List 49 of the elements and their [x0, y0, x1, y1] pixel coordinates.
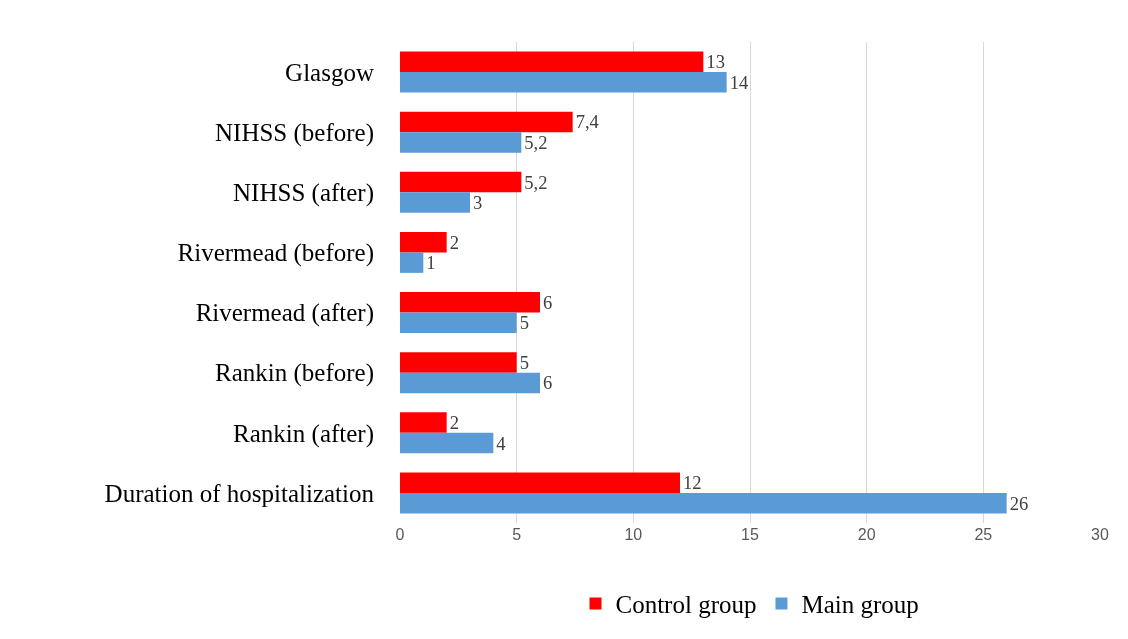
y-tick-label: Glasgow	[285, 58, 374, 86]
data-label: 26	[1009, 492, 1029, 514]
y-tick-label: NIHSS (after)	[233, 179, 374, 208]
y-tick-label: Rivermead (after)	[195, 299, 374, 328]
bar	[400, 312, 517, 334]
bar	[400, 492, 1007, 514]
x-tick-label: 10	[624, 526, 643, 543]
legend-label: Main group	[801, 591, 919, 619]
bar	[400, 132, 522, 153]
y-tick-label: NIHSS (before)	[215, 118, 374, 147]
bar	[400, 51, 704, 73]
data-label: 2	[449, 231, 459, 253]
x-tick-label: 0	[395, 526, 405, 543]
bar	[400, 111, 573, 133]
bar	[400, 412, 447, 433]
bar	[400, 372, 540, 394]
data-label: 3	[473, 192, 483, 214]
x-tick-label: 15	[741, 526, 759, 543]
data-label: 5,2	[524, 171, 548, 193]
bar	[400, 171, 522, 193]
y-tick-label: Rankin (before)	[215, 359, 374, 388]
data-label: 12	[683, 472, 702, 494]
data-label: 7,4	[575, 111, 599, 133]
data-label: 1	[426, 252, 436, 274]
x-tick-label: 30	[1091, 526, 1109, 543]
bar	[400, 252, 424, 273]
bar	[400, 472, 680, 493]
legend-label: Control group	[615, 591, 757, 619]
data-label: 5	[519, 312, 529, 334]
data-label: 6	[543, 291, 553, 313]
y-tick-label: Rankin (after)	[233, 419, 374, 448]
x-tick-label: 5	[512, 526, 522, 543]
data-label: 13	[706, 51, 725, 73]
bar	[400, 72, 727, 93]
data-label: 5,2	[524, 131, 548, 153]
data-label: 5	[519, 351, 529, 373]
bar	[400, 352, 517, 373]
data-label: 4	[496, 432, 506, 454]
bar	[400, 192, 470, 213]
bar	[400, 232, 447, 253]
bar	[400, 292, 540, 313]
data-label: 14	[729, 71, 749, 93]
data-label: 2	[449, 412, 459, 434]
x-tick-label: 25	[974, 526, 993, 543]
x-tick-label: 20	[857, 526, 876, 543]
data-label: 6	[543, 372, 553, 394]
bar	[400, 432, 494, 454]
y-tick-label: Rivermead (before)	[177, 239, 374, 268]
y-tick-label: Duration of hospitalization	[104, 479, 375, 507]
